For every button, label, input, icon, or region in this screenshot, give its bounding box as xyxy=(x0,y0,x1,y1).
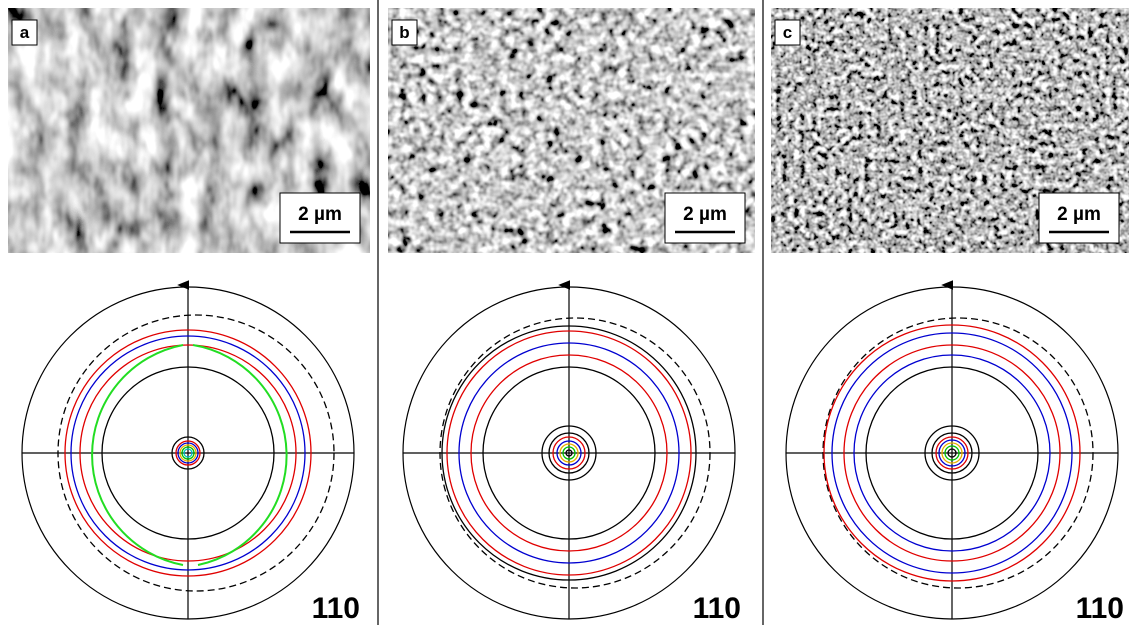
contour xyxy=(439,317,711,589)
contour-center xyxy=(179,444,197,462)
contour xyxy=(482,366,656,540)
contour-center xyxy=(175,440,201,466)
panel-label: b xyxy=(399,23,409,42)
scale-bar-box xyxy=(279,192,361,244)
scale-bar-label: 2 µm xyxy=(298,204,342,225)
contour xyxy=(70,335,306,571)
contour-green xyxy=(91,344,184,566)
pole-figure-label: 110 xyxy=(312,592,360,625)
scale-bar-label: 2 µm xyxy=(1057,204,1101,225)
contour-center xyxy=(559,443,579,463)
contour-center xyxy=(931,432,973,474)
contour xyxy=(57,314,335,592)
contour-center xyxy=(183,448,193,458)
contour xyxy=(64,329,312,577)
contour-center xyxy=(171,436,205,470)
contour-center xyxy=(556,440,582,466)
contour xyxy=(446,330,692,576)
contour xyxy=(831,332,1073,574)
contour-center xyxy=(944,445,960,461)
contour-center xyxy=(541,425,597,481)
contour-center xyxy=(941,442,963,464)
contour xyxy=(458,342,680,564)
contour-green xyxy=(192,344,288,566)
contour-center xyxy=(548,432,590,474)
panel-label-box xyxy=(391,19,418,46)
contour xyxy=(865,366,1039,540)
panel-label-box xyxy=(11,19,38,46)
scale-bar-box xyxy=(1038,192,1120,244)
contour xyxy=(441,325,697,581)
scale-bar-label: 2 µm xyxy=(683,204,727,225)
contour xyxy=(853,354,1051,552)
contour xyxy=(101,366,275,540)
pole-figure-label: 110 xyxy=(1076,592,1124,625)
contour xyxy=(843,344,1061,562)
contour-center xyxy=(935,436,969,470)
contour xyxy=(823,324,1081,582)
contour-center xyxy=(565,449,573,457)
contour-center xyxy=(562,446,576,460)
contour-center xyxy=(177,442,199,464)
contour xyxy=(79,344,297,562)
contour-center xyxy=(924,425,980,481)
contour xyxy=(470,354,668,552)
panel-label: a xyxy=(20,23,30,42)
contour xyxy=(822,317,1094,589)
contour-center xyxy=(552,436,586,470)
panel-label: c xyxy=(783,23,792,42)
contour-center xyxy=(938,439,966,467)
pole-figure-label: 110 xyxy=(693,592,741,625)
contour-center xyxy=(181,446,195,460)
scale-bar-box xyxy=(664,192,746,244)
panel-label-box xyxy=(774,19,801,46)
contour-center xyxy=(947,448,957,458)
